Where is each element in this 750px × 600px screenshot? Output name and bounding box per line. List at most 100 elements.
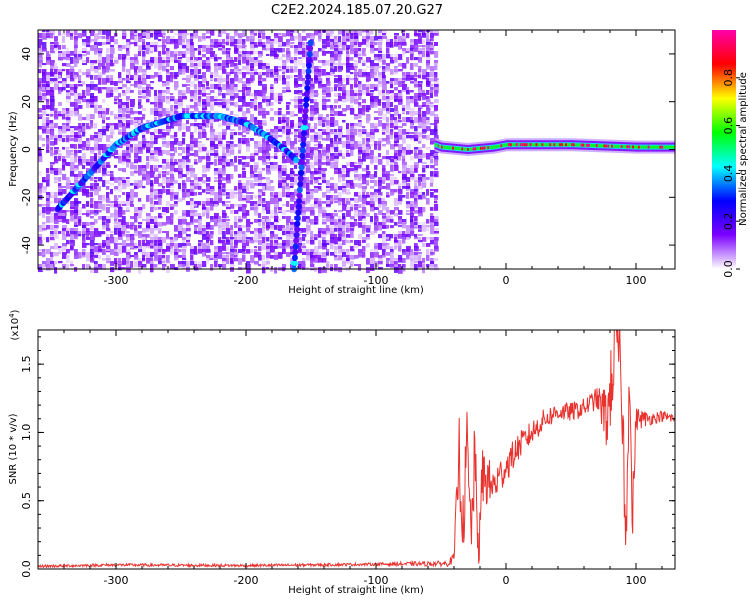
- heatmap-cell: [154, 201, 159, 205]
- heatmap-cell: [166, 36, 171, 42]
- heatmap-cell: [170, 177, 175, 182]
- heatmap-cell: [190, 111, 194, 114]
- heatmap-cell: [214, 192, 219, 195]
- heatmap-cell: [430, 102, 434, 105]
- heatmap-cell: [318, 78, 323, 84]
- heatmap-cell: [210, 153, 215, 156]
- heatmap-cell: [258, 204, 262, 207]
- heatmap-cell: [334, 168, 339, 171]
- heatmap-cell: [310, 210, 315, 216]
- heatmap-cell: [274, 192, 279, 198]
- heatmap-cell: [290, 231, 295, 236]
- heatmap-cell: [226, 90, 231, 93]
- heatmap-cell: [258, 174, 262, 178]
- heatmap-cell: [402, 111, 406, 114]
- heatmap-cell: [114, 102, 118, 105]
- heatmap-cell: [110, 48, 115, 54]
- heatmap-cell: [242, 141, 246, 144]
- heatmap-cell: [274, 246, 278, 250]
- heatmap-cell: [322, 231, 327, 236]
- heatmap-cell: [142, 33, 147, 38]
- heatmap-cell: [378, 159, 383, 165]
- heatmap-cell: [82, 81, 86, 86]
- heatmap-cell: [362, 252, 366, 256]
- heatmap-cell: [382, 123, 387, 129]
- heatmap-cell: [270, 192, 274, 196]
- heatmap-cell: [158, 261, 162, 265]
- heatmap-cell: [74, 174, 78, 180]
- heatmap-cell: [126, 153, 131, 159]
- heatmap-cell: [210, 141, 215, 146]
- heatmap-cell: [354, 45, 358, 49]
- heatmap-cell: [358, 159, 363, 165]
- heatmap-cell: [198, 156, 203, 162]
- heatmap-cell: [58, 33, 62, 36]
- heatmap-cell: [410, 213, 414, 218]
- heatmap-cell: [362, 105, 366, 112]
- heatmap-cell: [150, 252, 155, 257]
- heatmap-cell: [346, 36, 351, 39]
- heatmap-cell: [362, 198, 367, 205]
- heatmap-cell: [226, 216, 230, 219]
- heatmap-cell: [398, 258, 403, 263]
- heatmap-cell: [190, 180, 195, 183]
- heatmap-cell: [242, 156, 247, 160]
- heatmap-cell: [210, 78, 214, 81]
- heatmap-cell: [350, 66, 355, 70]
- heatmap-cell: [246, 237, 251, 240]
- heatmap-cell: [206, 213, 210, 219]
- heatmap-cell: [258, 141, 262, 145]
- heatmap-cell: [262, 255, 266, 261]
- heatmap-cell: [346, 222, 351, 225]
- heatmap-cell: [38, 147, 42, 151]
- heatmap-cell: [326, 138, 330, 141]
- heatmap-cell: [318, 33, 323, 36]
- heatmap-cell: [418, 150, 423, 156]
- heatmap-cell: [410, 150, 414, 154]
- heatmap-cell: [206, 249, 211, 253]
- heatmap-cell: [206, 48, 211, 55]
- heatmap-cell: [54, 219, 59, 225]
- heatmap-cell: [386, 252, 391, 256]
- heatmap-cell: [234, 237, 238, 241]
- heatmap-cell: [282, 180, 287, 183]
- heatmap-cell: [174, 99, 179, 105]
- heatmap-cell: [310, 105, 315, 112]
- heatmap-cell: [54, 150, 59, 154]
- heatmap-cell: [166, 261, 171, 264]
- heatmap-cell: [390, 96, 394, 100]
- heatmap-cell: [350, 129, 354, 134]
- heatmap-cell: [70, 66, 74, 70]
- heatmap-cell: [342, 225, 346, 232]
- heatmap-cell: [406, 210, 410, 213]
- heatmap-cell: [198, 45, 203, 49]
- heatmap-cell: [382, 108, 387, 111]
- heatmap-cell: [314, 138, 318, 143]
- heatmap-cell: [94, 180, 98, 183]
- heatmap-cell: [142, 243, 147, 247]
- heatmap-cell: [390, 246, 394, 250]
- heatmap-cell: [286, 201, 290, 207]
- heatmap-cell: [154, 180, 158, 183]
- heatmap-cell: [310, 84, 315, 89]
- heatmap-cell: [54, 243, 59, 250]
- heatmap-cell: [262, 45, 266, 48]
- heatmap-cell: [258, 213, 262, 218]
- heatmap-cell: [414, 102, 419, 107]
- heatmap-cell: [286, 75, 291, 80]
- heatmap-cell: [138, 123, 142, 126]
- heatmap-cell: [162, 150, 166, 155]
- heatmap-cell: [322, 168, 327, 171]
- heatmap-cell: [70, 186, 75, 191]
- heatmap-cell: [330, 237, 335, 244]
- heatmap-cell: [402, 135, 406, 139]
- heatmap-cell: [174, 111, 179, 117]
- heatmap-cell: [378, 195, 382, 200]
- heatmap-cell: [282, 246, 286, 252]
- heatmap-cell: [242, 117, 247, 121]
- heatmap-cell: [414, 135, 419, 141]
- heatmap-cell: [286, 234, 290, 241]
- heatmap-cell: [186, 192, 190, 198]
- heatmap-cell: [154, 216, 158, 219]
- heatmap-cell: [222, 258, 227, 262]
